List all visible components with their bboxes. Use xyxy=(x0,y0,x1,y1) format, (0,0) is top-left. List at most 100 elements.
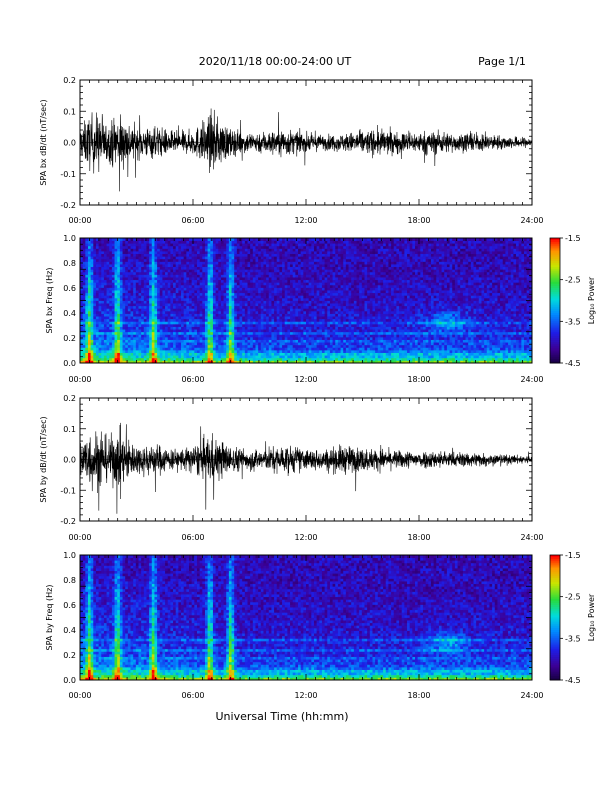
spectrogram-cell xyxy=(138,238,142,241)
spectrogram-cell xyxy=(127,326,131,330)
spectrogram-cell xyxy=(220,243,224,247)
panel-1: 00:00 06:00 12:00 18:00 24:000.20.10.0-0.1-0… xyxy=(39,76,544,225)
spectrogram-cell xyxy=(167,318,171,322)
spectrogram-cell xyxy=(284,297,288,301)
spectrogram-cell xyxy=(210,284,214,288)
spectrogram-cell xyxy=(212,248,216,252)
y-tick-label: -0.2 xyxy=(60,201,76,210)
spectrogram-cell xyxy=(98,331,102,335)
spectrogram-cell xyxy=(183,336,187,340)
panels: 00:00 06:00 12:00 18:00 24:000.20.10.0-0.1-0… xyxy=(39,76,596,700)
spectrogram-cell xyxy=(260,352,264,356)
spectrogram-cell xyxy=(324,256,328,260)
spectrogram-cell xyxy=(181,274,185,278)
spectrogram-cell xyxy=(220,300,224,304)
spectrogram-cell xyxy=(234,331,238,335)
spectrogram-cell xyxy=(186,342,190,346)
spectrogram-cell xyxy=(183,269,187,273)
spectrogram-cell xyxy=(196,344,201,348)
spectrogram-cell xyxy=(194,297,198,301)
spectrogram-cell xyxy=(80,264,84,268)
spectrogram-cell xyxy=(109,310,113,314)
spectrogram-cell xyxy=(313,290,318,294)
spectrogram-cell xyxy=(223,266,227,270)
spectrogram-cell xyxy=(236,347,240,351)
spectrogram-cell xyxy=(167,357,171,361)
spectrogram-cell xyxy=(183,318,187,322)
spectrogram-cell xyxy=(316,258,320,262)
spectrogram-cell xyxy=(268,238,272,241)
spectrogram-cell xyxy=(319,256,323,260)
spectrogram-cell xyxy=(284,308,288,312)
spectrogram-cell xyxy=(191,297,195,301)
spectrogram-cell xyxy=(340,313,344,317)
spectrogram-cell xyxy=(290,251,294,255)
spectrogram-cell xyxy=(223,295,227,299)
spectrogram-cell xyxy=(125,336,129,340)
spectrogram-cell xyxy=(343,331,347,335)
spectrogram-cell xyxy=(109,347,113,351)
spectrogram-cell xyxy=(218,274,222,278)
spectrogram-cell xyxy=(87,243,92,247)
spectrogram-cell xyxy=(319,310,323,314)
spectrogram-cell xyxy=(87,245,92,249)
spectrogram-cell xyxy=(159,243,163,247)
spectrogram-cell xyxy=(308,342,312,346)
spectrogram-cell xyxy=(159,290,163,294)
spectrogram-cell xyxy=(247,339,251,343)
x-tick-label: 00:00 xyxy=(68,216,91,225)
spectrogram-cell xyxy=(321,342,326,346)
spectrogram-cell xyxy=(117,258,121,262)
spectrogram-cell xyxy=(125,245,129,249)
spectrogram-cell xyxy=(207,284,211,288)
spectrogram-cell xyxy=(244,240,248,244)
spectrogram-cell xyxy=(274,352,278,356)
spectrogram-cell xyxy=(308,349,312,353)
spectrogram-cell xyxy=(143,316,147,320)
spectrogram-cell xyxy=(151,300,155,304)
spectrogram-cell xyxy=(135,303,139,307)
spectrogram-cell xyxy=(274,251,278,255)
spectrogram-cell xyxy=(303,253,307,257)
spectrogram-cell xyxy=(260,279,264,283)
spectrogram-cell xyxy=(125,305,129,309)
spectrogram-cell xyxy=(276,331,280,335)
spectrogram-cell xyxy=(250,360,254,363)
spectrogram-cell xyxy=(90,279,94,283)
spectrogram-cell xyxy=(101,251,105,255)
spectrogram-cell xyxy=(268,344,272,348)
spectrogram-cell xyxy=(146,245,150,249)
spectrogram-cell xyxy=(138,243,142,247)
spectrogram-cell xyxy=(85,329,89,333)
spectrogram-cell xyxy=(255,279,259,283)
spectrogram-cell xyxy=(93,308,97,312)
spectrogram-cell xyxy=(157,248,161,252)
spectrogram-cell xyxy=(316,245,320,249)
spectrogram-cell xyxy=(313,243,318,247)
spectrogram-cell xyxy=(308,292,312,296)
spectrogram-cell xyxy=(167,339,171,343)
spectrogram-cell xyxy=(191,266,195,270)
spectrogram-cell xyxy=(82,313,86,317)
spectrogram-cell xyxy=(149,292,153,296)
spectrogram-cell xyxy=(263,310,267,314)
spectrogram-cell xyxy=(135,274,139,278)
spectrogram-cell xyxy=(255,245,259,249)
spectrogram-cell xyxy=(306,248,310,252)
spectrogram-cell xyxy=(223,238,227,241)
spectrogram-cell xyxy=(308,326,312,330)
spectrogram-cell xyxy=(106,297,110,301)
spectrogram-cell xyxy=(103,308,107,312)
spectrogram-cell xyxy=(260,323,264,327)
spectrogram-cell xyxy=(268,326,272,330)
spectrogram-cell xyxy=(311,349,315,353)
spectrogram-cell xyxy=(210,339,214,343)
spectrogram-cell xyxy=(332,344,336,348)
spectrogram-cell xyxy=(119,277,123,281)
spectrogram-cell xyxy=(218,282,222,286)
spectrogram-cell xyxy=(268,243,272,247)
spectrogram-cell xyxy=(274,279,278,283)
spectrogram-cell xyxy=(332,300,336,304)
spectrogram-cell xyxy=(316,240,320,244)
spectrogram-cell xyxy=(279,271,283,275)
